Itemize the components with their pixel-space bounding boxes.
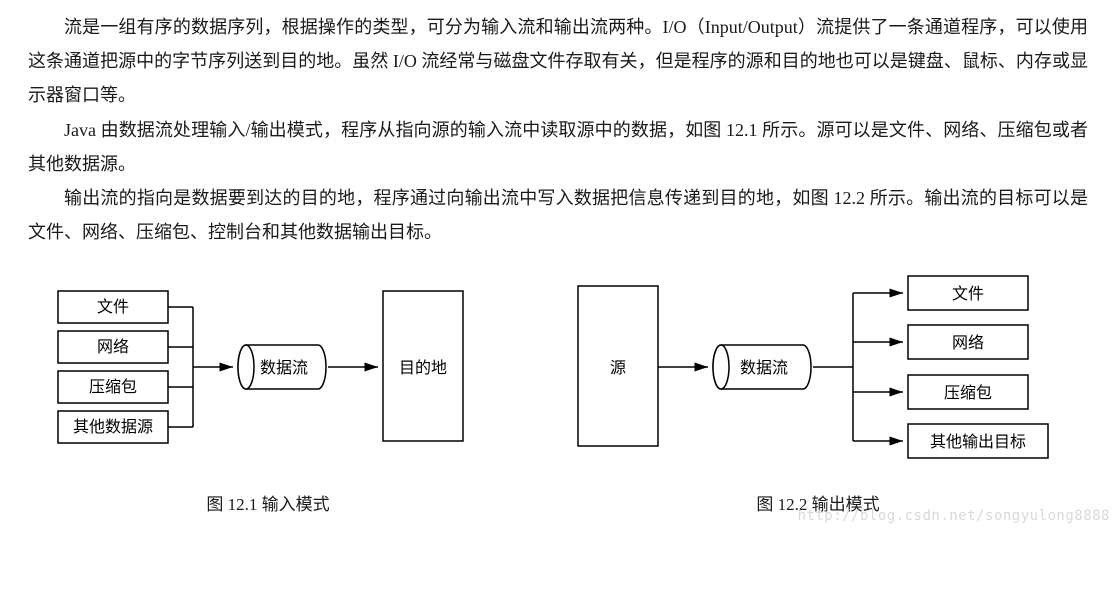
source-box-1: 网络 [58,331,168,363]
source-label-3: 其他数据源 [73,418,153,436]
bracket-lines [168,307,233,427]
stream-cylinder-2: 数据流 [713,345,811,389]
dest-label: 目的地 [399,359,447,377]
target-box-3: 其他输出目标 [908,424,1048,458]
src-label: 源 [610,359,626,377]
stream-label-2: 数据流 [740,359,788,377]
source-box-3: 其他数据源 [58,411,168,443]
paragraph-2: Java 由数据流处理输入/输出模式，程序从指向源的输入流中读取源中的数据，如图… [28,113,1088,181]
figure-12-1-svg: 文件 网络 压缩包 其他数据源 [38,261,498,481]
src-box: 源 [578,286,658,446]
target-label-1: 网络 [952,333,984,352]
target-label-2: 压缩包 [944,384,992,402]
target-box-1: 网络 [908,325,1028,359]
target-box-0: 文件 [908,276,1028,310]
target-label-0: 文件 [952,285,984,303]
figure-12-2-svg: 源 数据流 文件 [558,261,1078,481]
diagram-row: 文件 网络 压缩包 其他数据源 [28,261,1088,521]
figure-12-1-caption: 图 12.1 输入模式 [206,489,329,521]
paragraph-1: 流是一组有序的数据序列，根据操作的类型，可分为输入流和输出流两种。I/O（Inp… [28,10,1088,113]
target-box-2: 压缩包 [908,375,1028,409]
figure-12-1: 文件 网络 压缩包 其他数据源 [38,261,498,521]
source-label-0: 文件 [97,298,129,316]
stream-label: 数据流 [260,359,308,377]
source-box-0: 文件 [58,291,168,323]
dest-box: 目的地 [383,291,463,441]
source-label-2: 压缩包 [89,378,137,396]
figure-12-2: 源 数据流 文件 [558,261,1078,521]
stream-cylinder: 数据流 [238,345,326,389]
watermark: http://blog.csdn.net/songyulong8888 [797,503,1110,530]
target-label-3: 其他输出目标 [930,433,1026,451]
source-box-2: 压缩包 [58,371,168,403]
paragraph-3: 输出流的指向是数据要到达的目的地，程序通过向输出流中写入数据把信息传递到目的地，… [28,181,1088,249]
fanout-lines [813,293,903,441]
source-label-1: 网络 [97,337,129,356]
